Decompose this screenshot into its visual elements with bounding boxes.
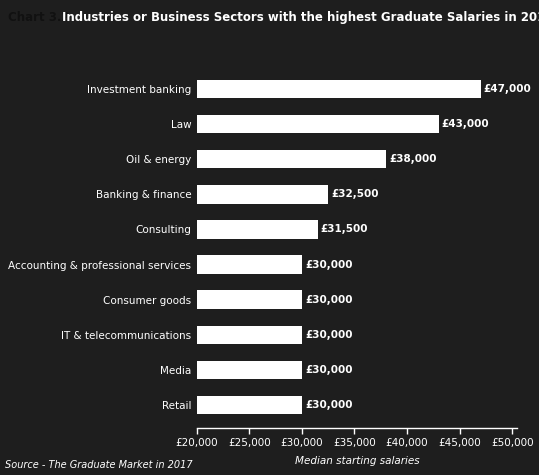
X-axis label: Median starting salaries: Median starting salaries xyxy=(295,456,419,466)
Text: £30,000: £30,000 xyxy=(305,259,353,269)
Text: £30,000: £30,000 xyxy=(305,365,353,375)
Text: £38,000: £38,000 xyxy=(389,154,437,164)
Bar xyxy=(197,396,302,414)
Bar xyxy=(197,150,386,169)
Bar xyxy=(197,115,439,133)
Text: £30,000: £30,000 xyxy=(305,330,353,340)
Text: Source - The Graduate Market in 2017: Source - The Graduate Market in 2017 xyxy=(5,460,193,470)
Text: £32,500: £32,500 xyxy=(331,190,379,200)
Bar xyxy=(197,80,481,98)
Bar xyxy=(197,361,302,379)
Text: £30,000: £30,000 xyxy=(305,294,353,304)
Text: £43,000: £43,000 xyxy=(442,119,489,129)
Text: £47,000: £47,000 xyxy=(484,84,531,94)
Text: Industries or Business Sectors with the highest Graduate Salaries in 2017: Industries or Business Sectors with the … xyxy=(62,11,539,24)
Bar xyxy=(197,185,328,204)
Text: £30,000: £30,000 xyxy=(305,400,353,410)
Text: £31,500: £31,500 xyxy=(321,225,368,235)
Bar xyxy=(197,256,302,274)
Bar xyxy=(197,290,302,309)
Bar xyxy=(197,325,302,344)
Bar xyxy=(197,220,317,238)
Text: Chart 3.2: Chart 3.2 xyxy=(8,11,70,24)
